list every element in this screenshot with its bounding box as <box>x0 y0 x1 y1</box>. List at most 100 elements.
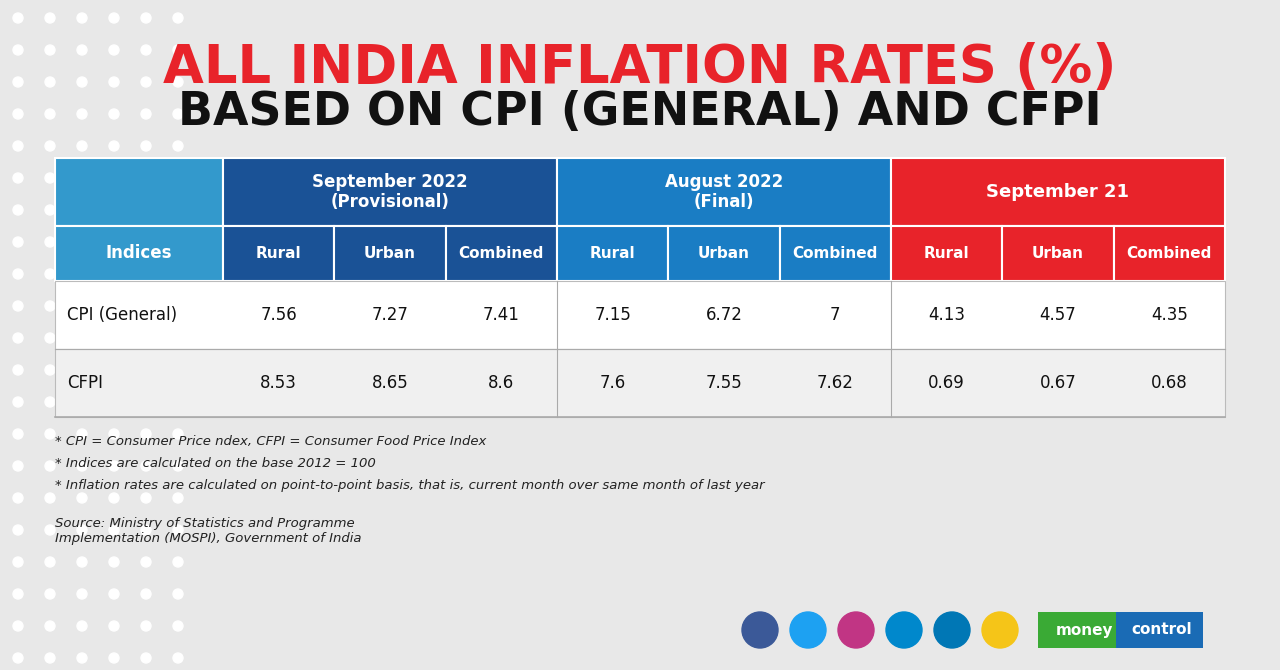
Circle shape <box>13 45 23 55</box>
Circle shape <box>13 557 23 567</box>
Circle shape <box>173 269 183 279</box>
Circle shape <box>77 333 87 343</box>
Circle shape <box>45 333 55 343</box>
Circle shape <box>173 525 183 535</box>
Circle shape <box>173 589 183 599</box>
Circle shape <box>141 429 151 439</box>
Circle shape <box>109 525 119 535</box>
Circle shape <box>13 205 23 215</box>
Circle shape <box>13 525 23 535</box>
Circle shape <box>173 365 183 375</box>
Circle shape <box>45 301 55 311</box>
Text: Combined: Combined <box>1126 246 1212 261</box>
Circle shape <box>13 653 23 663</box>
Circle shape <box>109 141 119 151</box>
Circle shape <box>13 429 23 439</box>
Text: 4.13: 4.13 <box>928 306 965 324</box>
Circle shape <box>13 333 23 343</box>
Circle shape <box>109 397 119 407</box>
Text: * Indices are calculated on the base 2012 = 100: * Indices are calculated on the base 201… <box>55 457 376 470</box>
Circle shape <box>173 13 183 23</box>
Bar <box>445 226 557 281</box>
Text: 7.56: 7.56 <box>260 306 297 324</box>
Text: 7.27: 7.27 <box>371 306 408 324</box>
Circle shape <box>742 612 778 648</box>
Circle shape <box>173 621 183 631</box>
Circle shape <box>141 301 151 311</box>
Circle shape <box>77 237 87 247</box>
Circle shape <box>109 173 119 183</box>
Circle shape <box>173 557 183 567</box>
Circle shape <box>141 45 151 55</box>
Bar <box>1114 226 1225 281</box>
Text: Source: Ministry of Statistics and Programme
Implementation (MOSPI), Government : Source: Ministry of Statistics and Progr… <box>55 517 361 545</box>
Text: * Inflation rates are calculated on point-to-point basis, that is, current month: * Inflation rates are calculated on poin… <box>55 479 764 492</box>
Circle shape <box>45 77 55 87</box>
Text: 7.6: 7.6 <box>599 374 626 392</box>
Circle shape <box>173 653 183 663</box>
Circle shape <box>77 109 87 119</box>
Text: 0.69: 0.69 <box>928 374 965 392</box>
Circle shape <box>141 77 151 87</box>
Circle shape <box>109 333 119 343</box>
Circle shape <box>45 429 55 439</box>
Circle shape <box>141 365 151 375</box>
Text: money: money <box>1056 622 1112 637</box>
Circle shape <box>45 13 55 23</box>
Bar <box>223 226 334 281</box>
Text: 7.55: 7.55 <box>705 374 742 392</box>
Circle shape <box>109 653 119 663</box>
Circle shape <box>141 141 151 151</box>
Bar <box>55 281 1225 349</box>
Text: ALL INDIA INFLATION RATES (%): ALL INDIA INFLATION RATES (%) <box>164 42 1116 94</box>
Circle shape <box>13 397 23 407</box>
Circle shape <box>77 141 87 151</box>
Bar <box>780 226 891 281</box>
Circle shape <box>173 45 183 55</box>
Circle shape <box>45 397 55 407</box>
Circle shape <box>109 13 119 23</box>
Circle shape <box>77 589 87 599</box>
Bar <box>891 226 1002 281</box>
Circle shape <box>109 557 119 567</box>
Circle shape <box>13 365 23 375</box>
Text: control: control <box>1132 622 1192 637</box>
Circle shape <box>13 461 23 471</box>
Circle shape <box>77 45 87 55</box>
Circle shape <box>13 269 23 279</box>
Circle shape <box>109 493 119 503</box>
Circle shape <box>13 237 23 247</box>
Circle shape <box>77 365 87 375</box>
Circle shape <box>77 205 87 215</box>
Circle shape <box>141 205 151 215</box>
Circle shape <box>45 461 55 471</box>
Circle shape <box>173 461 183 471</box>
Circle shape <box>173 333 183 343</box>
Text: Indices: Indices <box>106 245 173 263</box>
Circle shape <box>77 13 87 23</box>
Text: September 21: September 21 <box>987 183 1129 201</box>
Circle shape <box>45 557 55 567</box>
Circle shape <box>77 173 87 183</box>
Circle shape <box>141 493 151 503</box>
Circle shape <box>13 493 23 503</box>
Bar <box>55 158 223 226</box>
Circle shape <box>109 45 119 55</box>
Circle shape <box>173 301 183 311</box>
Bar <box>1116 612 1203 648</box>
Circle shape <box>934 612 970 648</box>
Circle shape <box>109 365 119 375</box>
Circle shape <box>109 429 119 439</box>
Circle shape <box>109 461 119 471</box>
Text: * CPI = Consumer Price ndex, CFPI = Consumer Food Price Index: * CPI = Consumer Price ndex, CFPI = Cons… <box>55 435 486 448</box>
Bar <box>334 226 445 281</box>
Circle shape <box>45 525 55 535</box>
Circle shape <box>45 173 55 183</box>
Circle shape <box>141 557 151 567</box>
Text: CPI (General): CPI (General) <box>67 306 177 324</box>
Text: 0.67: 0.67 <box>1039 374 1076 392</box>
Circle shape <box>982 612 1018 648</box>
Circle shape <box>77 525 87 535</box>
Text: CFPI: CFPI <box>67 374 102 392</box>
Text: 8.53: 8.53 <box>260 374 297 392</box>
